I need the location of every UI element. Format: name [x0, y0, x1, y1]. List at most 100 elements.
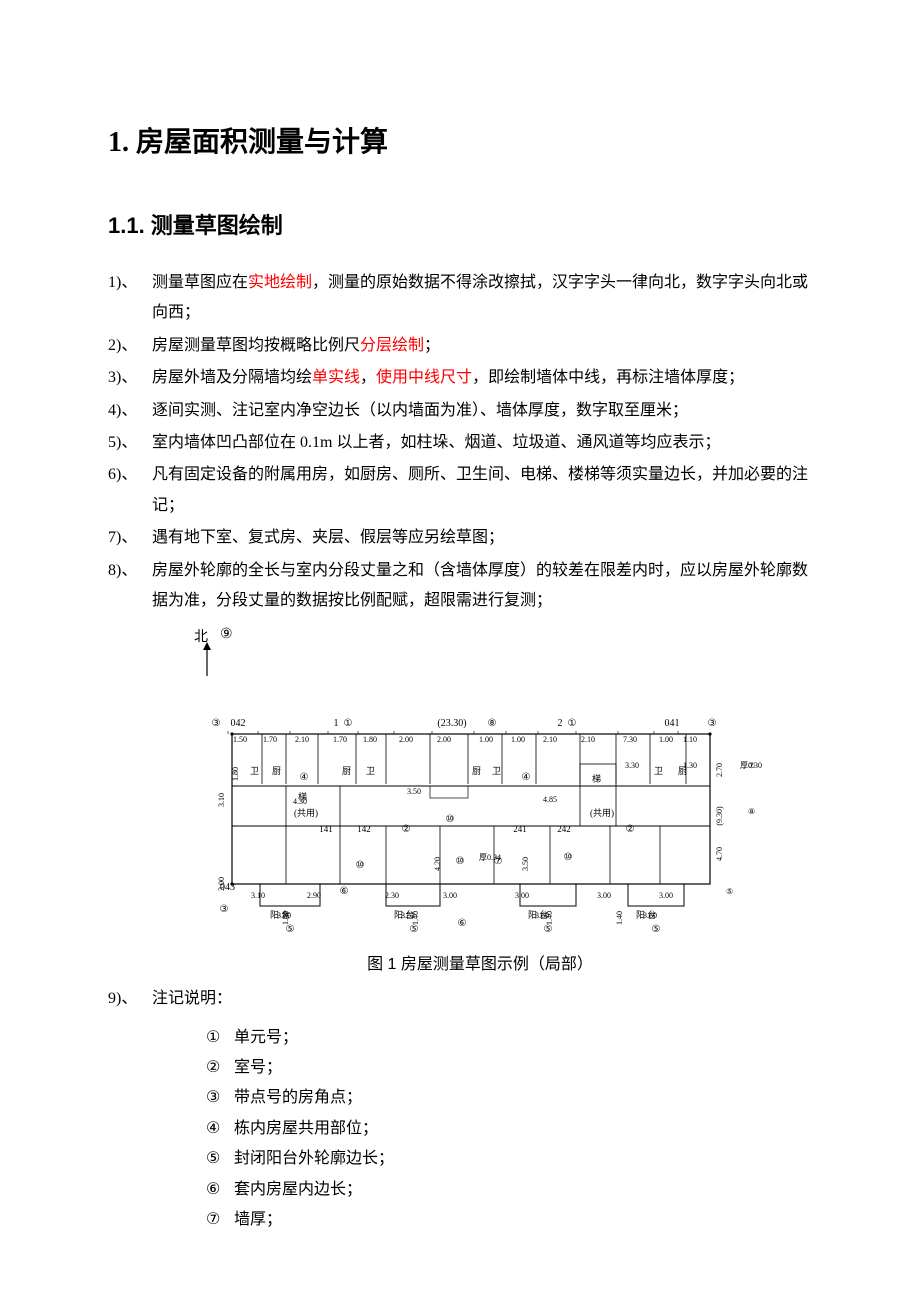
svg-text:142: 142 [357, 824, 371, 834]
svg-text:2.10: 2.10 [581, 735, 595, 744]
list-text: 房屋测量草图均按概略比例尺分层绘制； [152, 331, 812, 361]
legend-item: ④栋内房屋共用部位； [206, 1114, 812, 1144]
legend-item: ⑥套内房屋内边长； [206, 1175, 812, 1205]
svg-text:(23.30): (23.30) [437, 718, 466, 729]
svg-text:1.70: 1.70 [333, 735, 347, 744]
list-marker: 7)、 [108, 523, 152, 553]
svg-text:⑧: ⑧ [748, 807, 755, 816]
svg-text:⑦: ⑦ [748, 761, 755, 770]
svg-text:242: 242 [557, 824, 571, 834]
svg-text:③: ③ [708, 718, 717, 729]
legend-sublist: ①单元号；②室号；③带点号的房角点；④栋内房屋共用部位；⑤封闭阳台外轮廓边长；⑥… [206, 1023, 812, 1236]
svg-text:⑩: ⑩ [456, 856, 465, 867]
legend-item: ⑤封闭阳台外轮廓边长； [206, 1144, 812, 1174]
svg-text:1.00: 1.00 [479, 735, 493, 744]
svg-text:卫: 卫 [250, 766, 259, 776]
list-item: 3)、房屋外墙及分隔墙均绘单实线，使用中线尺寸，即绘制墙体中线，再标注墙体厚度； [108, 363, 812, 393]
svg-text:3.10: 3.10 [217, 793, 226, 807]
north-circ: ⑨ [220, 626, 233, 643]
svg-text:4.85: 4.85 [543, 795, 557, 804]
svg-text:241: 241 [513, 824, 527, 834]
legend-text: 封闭阳台外轮廓边长； [234, 1144, 394, 1174]
legend-text: 墙厚； [234, 1205, 282, 1235]
svg-text:卫: 卫 [366, 766, 375, 776]
svg-text:⑤: ⑤ [652, 924, 661, 935]
svg-text:3.50: 3.50 [521, 857, 530, 871]
svg-text:1.40: 1.40 [281, 911, 290, 925]
figure-caption: 图 1 房屋测量草图示例（局部） [148, 950, 812, 974]
svg-text:2.70: 2.70 [715, 763, 724, 777]
item-9: 9)、 注记说明： [108, 984, 812, 1014]
svg-text:④: ④ [300, 772, 309, 783]
svg-text:2.30: 2.30 [385, 891, 399, 900]
svg-text:1.40: 1.40 [411, 911, 420, 925]
list-item: 2)、房屋测量草图均按概略比例尺分层绘制； [108, 331, 812, 361]
list-text: 房屋外墙及分隔墙均绘单实线，使用中线尺寸，即绘制墙体中线，再标注墙体厚度； [152, 363, 812, 393]
svg-text:1.30: 1.30 [683, 761, 697, 770]
heading-1: 1. 房屋面积测量与计算 [108, 120, 812, 160]
svg-text:②: ② [402, 824, 411, 835]
svg-text:(9.30): (9.30) [715, 806, 724, 826]
list-text: 注记说明： [152, 984, 812, 1014]
svg-text:3.30: 3.30 [625, 761, 639, 770]
svg-text:1.40: 1.40 [545, 911, 554, 925]
list-item: 4)、逐间实测、注记室内净空边长（以内墙面为准）、墙体厚度，数字取至厘米； [108, 396, 812, 426]
svg-text:1.00: 1.00 [659, 735, 673, 744]
legend-item: ③带点号的房角点； [206, 1083, 812, 1113]
svg-text:4.30: 4.30 [293, 797, 307, 806]
list-marker: 2)、 [108, 331, 152, 361]
svg-text:⑩: ⑩ [564, 852, 573, 863]
list-item: 5)、室内墙体凹凸部位在 0.1m 以上者，如柱垛、烟道、垃圾道、通风道等均应表… [108, 428, 812, 458]
svg-text:1.50: 1.50 [233, 735, 247, 744]
legend-item: ①单元号； [206, 1023, 812, 1053]
svg-text:141: 141 [319, 824, 333, 834]
svg-text:4.20: 4.20 [433, 857, 442, 871]
svg-text:厨: 厨 [272, 766, 281, 776]
floor-plan-diagram: ③0421①(23.30)⑧2①041③1.501.702.101.701.80… [190, 712, 770, 942]
list-marker: 5)、 [108, 428, 152, 458]
svg-text:1: 1 [334, 718, 339, 729]
legend-text: 室号； [234, 1053, 282, 1083]
list-marker: 4)、 [108, 396, 152, 426]
svg-text:④: ④ [522, 772, 531, 783]
svg-text:卫: 卫 [492, 766, 501, 776]
list-text: 遇有地下室、复式房、夹层、假层等应另绘草图； [152, 523, 812, 553]
list-text: 房屋外轮廓的全长与室内分段丈量之和（含墙体厚度）的较差在限差内时，应以房屋外轮廓… [152, 556, 812, 617]
list-text: 室内墙体凹凸部位在 0.1m 以上者，如柱垛、烟道、垃圾道、通风道等均应表示； [152, 428, 812, 458]
list-marker: 9)、 [108, 984, 152, 1014]
legend-text: 带点号的房角点； [234, 1083, 362, 1113]
svg-text:041: 041 [665, 718, 680, 729]
svg-text:2: 2 [558, 718, 563, 729]
svg-text:042: 042 [231, 718, 246, 729]
svg-text:⑥: ⑥ [340, 886, 349, 897]
svg-text:2.10: 2.10 [543, 735, 557, 744]
north-indicator: 北 ⑨ [194, 626, 812, 684]
circled-number-icon: ⑤ [206, 1144, 228, 1174]
circled-number-icon: ② [206, 1053, 228, 1083]
svg-text:1.00: 1.00 [511, 735, 525, 744]
list-item: 1)、测量草图应在实地绘制，测量的原始数据不得涂改擦拭，汉字字头一律向北，数字字… [108, 268, 812, 329]
svg-text:厨: 厨 [472, 766, 481, 776]
document-page: 1. 房屋面积测量与计算 1.1. 测量草图绘制 1)、测量草图应在实地绘制，测… [0, 0, 920, 1295]
circled-number-icon: ① [206, 1023, 228, 1053]
svg-text:厨: 厨 [342, 766, 351, 776]
svg-text:⑧: ⑧ [488, 718, 497, 729]
svg-text:2.90: 2.90 [307, 891, 321, 900]
circled-number-icon: ⑥ [206, 1175, 228, 1205]
svg-text:⑩: ⑩ [356, 860, 365, 871]
svg-text:1.80: 1.80 [363, 735, 377, 744]
legend-text: 套内房屋内边长； [234, 1175, 362, 1205]
svg-text:⑤: ⑤ [726, 887, 733, 896]
svg-text:043: 043 [220, 882, 235, 893]
north-arrow-icon [200, 642, 214, 678]
circled-number-icon: ⑦ [206, 1205, 228, 1235]
svg-text:7.30: 7.30 [623, 735, 637, 744]
list-marker: 6)、 [108, 460, 152, 490]
heading-2: 1.1. 测量草图绘制 [108, 208, 812, 240]
svg-text:⑥: ⑥ [458, 918, 467, 929]
svg-text:3.00: 3.00 [597, 891, 611, 900]
list-text: 测量草图应在实地绘制，测量的原始数据不得涂改擦拭，汉字字头一律向北，数字字头向北… [152, 268, 812, 329]
figure-block: 北 ⑨ ③0421①(23.30)⑧2①041③1.501.702.101.70… [148, 626, 812, 974]
svg-text:2.00: 2.00 [399, 735, 413, 744]
svg-text:③: ③ [212, 718, 221, 729]
